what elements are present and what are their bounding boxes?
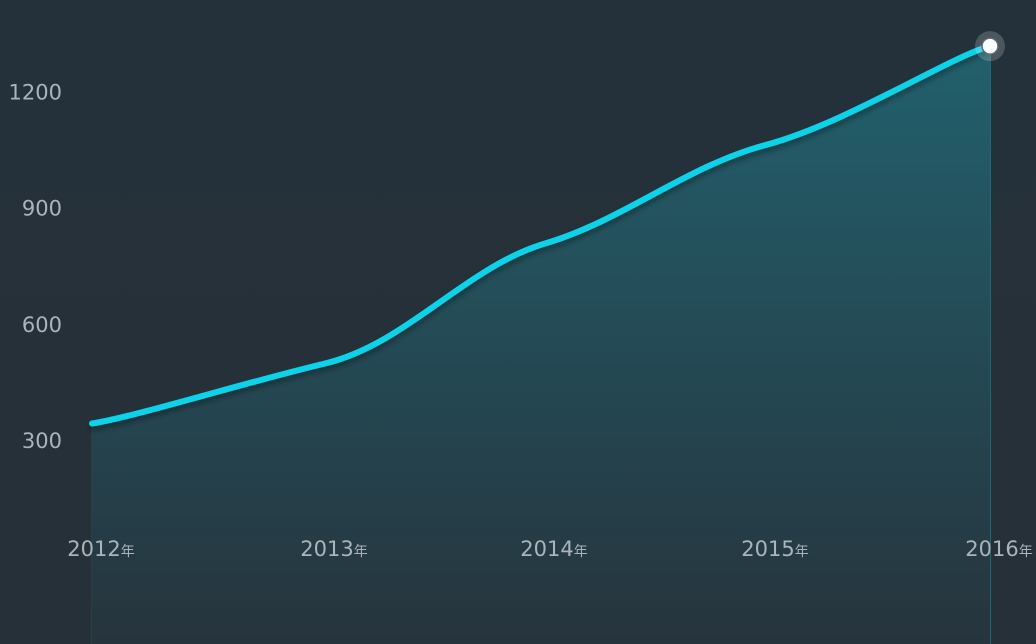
y-tick-label-600: 600 <box>22 313 62 337</box>
data-markers <box>975 31 1005 62</box>
x-tick-label-2012: 2012年 <box>67 537 134 561</box>
highlight-marker-point[interactable] <box>981 37 999 55</box>
y-axis-ticks: 300 600 900 1200 <box>9 81 62 453</box>
x-tick-label-2013: 2013年 <box>300 537 367 561</box>
y-tick-label-900: 900 <box>22 197 62 221</box>
series-line <box>89 43 993 427</box>
x-tick-label-2015: 2015年 <box>741 537 808 561</box>
line-path <box>89 43 993 427</box>
area-path <box>92 46 990 644</box>
y-tick-label-1200: 1200 <box>9 81 62 105</box>
x-axis-ticks: 2012年 2013年 2014年 2015年 2016年 <box>67 537 1032 561</box>
y-tick-label-300: 300 <box>22 429 62 453</box>
x-tick-label-2016: 2016年 <box>965 537 1032 561</box>
area-fill <box>92 46 990 644</box>
x-tick-label-2014: 2014年 <box>520 537 587 561</box>
